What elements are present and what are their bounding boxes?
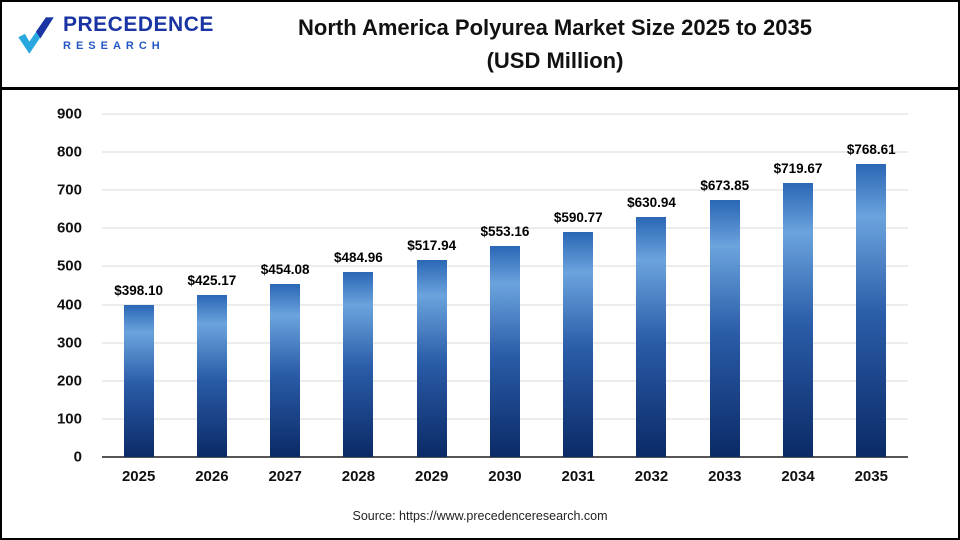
bar-2026 bbox=[196, 294, 227, 457]
x-axis-label-2034: 2034 bbox=[781, 468, 815, 485]
bar-2034 bbox=[783, 182, 814, 457]
bar-slot: $590.77 bbox=[542, 114, 615, 457]
bar-value-label: $398.10 bbox=[114, 283, 164, 299]
x-axis-label-2035: 2035 bbox=[854, 468, 888, 485]
x-axis-label-2026: 2026 bbox=[195, 468, 229, 485]
bar-value-label: $553.16 bbox=[480, 224, 530, 240]
x-axis-label-2025: 2025 bbox=[121, 468, 156, 485]
gridline bbox=[102, 189, 908, 191]
bar-slot: $398.10 bbox=[102, 114, 175, 457]
bar-value-label: $425.17 bbox=[187, 272, 237, 288]
x-axis-label-2030: 2030 bbox=[488, 468, 522, 485]
y-axis-tick-label: 500 bbox=[56, 257, 82, 275]
bar-slot: $553.16 bbox=[468, 114, 541, 457]
logo: PRECEDENCE RESEARCH bbox=[16, 13, 214, 56]
bar-series: $398.10 $425.17 $454.08 $484.96 $517.94 $553.… bbox=[102, 114, 908, 457]
y-axis-tick-label: 100 bbox=[56, 410, 82, 428]
bar-2033 bbox=[709, 200, 740, 457]
logo-name: PRECEDENCE bbox=[63, 13, 214, 36]
x-axis-label-2028: 2028 bbox=[341, 468, 376, 485]
x-axis-line bbox=[102, 456, 908, 458]
bar-2029 bbox=[416, 259, 447, 457]
bar-value-label: $517.94 bbox=[407, 237, 457, 253]
bar-2032 bbox=[636, 216, 667, 457]
bar-2031 bbox=[563, 231, 594, 457]
bar-slot: $768.61 bbox=[835, 114, 908, 457]
bar-value-label: $768.61 bbox=[846, 142, 896, 158]
bar-slot: $454.08 bbox=[249, 114, 322, 457]
bar-slot: $630.94 bbox=[615, 114, 688, 457]
bar-slot: $517.94 bbox=[395, 114, 468, 457]
x-axis-label-2031: 2031 bbox=[561, 468, 595, 485]
bar-slot: $425.17 bbox=[175, 114, 248, 457]
bar-value-label: $454.08 bbox=[260, 261, 310, 277]
source-text: Source: https://www.precedenceresearch.c… bbox=[352, 509, 608, 523]
y-axis-tick-label: 300 bbox=[56, 334, 82, 352]
y-axis-tick-label: 800 bbox=[56, 143, 82, 161]
header: PRECEDENCE RESEARCH North America Polyur… bbox=[2, 2, 958, 90]
bar-slot: $719.67 bbox=[761, 114, 834, 457]
x-axis-label-2033: 2033 bbox=[708, 468, 742, 485]
y-axis-tick-label: 900 bbox=[56, 105, 82, 123]
bar-value-label: $484.96 bbox=[334, 250, 383, 266]
bar-value-label: $719.67 bbox=[773, 160, 823, 176]
logo-mark-icon bbox=[18, 17, 54, 54]
bar-2035 bbox=[856, 164, 887, 457]
y-axis-tick-label: 200 bbox=[56, 372, 82, 390]
y-axis-labels: 0 100 200 300 400 500 600 700 800 900 bbox=[8, 106, 92, 466]
bar-2028 bbox=[343, 272, 374, 457]
gridline bbox=[102, 113, 908, 115]
page-title-line1: North America Polyurea Market Size 2025 … bbox=[298, 15, 812, 40]
bar-2030 bbox=[489, 246, 520, 457]
bar-slot: $484.96 bbox=[322, 114, 395, 457]
bar-2027 bbox=[270, 283, 301, 457]
logo-subtitle: RESEARCH bbox=[63, 40, 165, 53]
bar-2025 bbox=[123, 305, 154, 457]
bar-slot: $673.85 bbox=[688, 114, 761, 457]
gridline bbox=[102, 227, 908, 229]
gridline bbox=[102, 151, 908, 153]
y-axis-tick-label: 400 bbox=[56, 296, 82, 314]
page-title-line2: (USD Million) bbox=[486, 48, 624, 73]
logo-text: PRECEDENCE RESEARCH bbox=[63, 13, 214, 53]
bar-value-label: $590.77 bbox=[553, 209, 603, 225]
bar-value-label: $630.94 bbox=[627, 194, 676, 210]
x-axis-label-2027: 2027 bbox=[268, 468, 302, 485]
x-axis-label-2032: 2032 bbox=[634, 468, 669, 485]
y-axis-tick-label: 600 bbox=[56, 219, 82, 237]
y-axis-tick-label: 0 bbox=[73, 448, 82, 466]
x-axis-label-2029: 2029 bbox=[415, 468, 449, 485]
x-axis-labels: 2025 2026 2027 2028 2029 2030 2031 2032 2033 2034… bbox=[102, 468, 908, 485]
y-axis-tick-label: 700 bbox=[56, 181, 82, 199]
bar-value-label: $673.85 bbox=[700, 178, 750, 194]
page-title: North America Polyurea Market Size 2025 … bbox=[167, 11, 943, 77]
